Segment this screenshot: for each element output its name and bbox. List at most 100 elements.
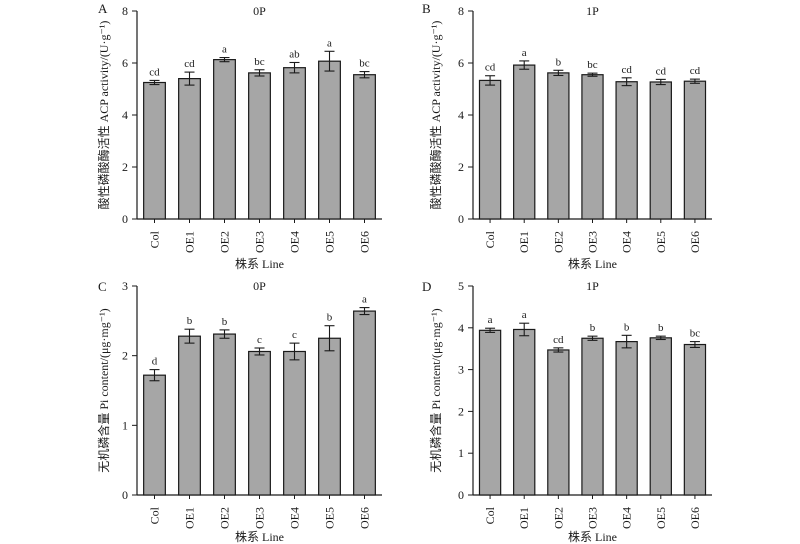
category-label: OE2 (218, 231, 232, 253)
y-tick-label: 4 (122, 108, 128, 122)
bar-oe1 (178, 335, 201, 496)
significance-label: b (590, 322, 596, 334)
bar-col (143, 81, 166, 220)
y-tick-label: 0 (458, 212, 464, 226)
significance-label: b (624, 321, 630, 333)
bar-oe2 (213, 59, 236, 220)
chart-panel-d: 0 1 2 3 4 5 a Col a OE1 cd OE2 b OE3 b OE4 b OE5 bc OE6 1P D 株… (422, 279, 712, 544)
significance-label: a (488, 314, 493, 326)
category-label: Col (483, 230, 497, 248)
category-label: OE4 (288, 231, 302, 253)
significance-label: cd (656, 65, 667, 77)
x-axis-title: 株系 Line (235, 529, 284, 544)
category-label: OE3 (253, 507, 267, 529)
category-label: OE2 (551, 231, 565, 253)
y-axis-title: 无机磷含量 Pi content/(μg·mg⁻¹) (428, 308, 443, 472)
y-tick-label: 3 (458, 363, 464, 377)
significance-label: a (522, 47, 527, 59)
category-label: OE5 (323, 507, 337, 529)
bar-oe1 (513, 328, 536, 496)
significance-label: cd (621, 64, 632, 76)
y-tick-label: 8 (122, 4, 128, 18)
y-axis-title: 无机磷含量 Pi content/(μg·mg⁻¹) (96, 308, 111, 472)
bar-col (478, 329, 502, 496)
category-label: Col (483, 506, 497, 524)
category-label: OE5 (654, 507, 668, 529)
bar-oe1 (513, 64, 536, 220)
panel-title: 0P (253, 279, 266, 293)
category-label: OE6 (688, 507, 702, 529)
y-tick-label: 2 (122, 160, 128, 174)
significance-label: b (187, 315, 193, 327)
panel-title: 1P (586, 279, 599, 293)
y-tick-label: 3 (122, 279, 128, 293)
chart-panel-b: 0 2 4 6 8 cd Col a OE1 b OE2 bc OE3 cd OE4 cd OE5 cd OE6 1P… (422, 1, 712, 271)
significance-label: b (658, 322, 664, 334)
category-label: OE4 (620, 507, 634, 529)
y-tick-label: 6 (458, 56, 464, 70)
category-label: OE3 (586, 231, 600, 253)
category-label: OE3 (253, 231, 267, 253)
panel-letter: C (98, 279, 107, 294)
y-tick-label: 5 (458, 279, 464, 293)
bar-oe4 (283, 350, 306, 496)
significance-label: b (556, 56, 562, 68)
bar-oe3 (581, 337, 604, 496)
y-tick-label: 2 (458, 160, 464, 174)
bar-col (478, 79, 502, 220)
bar-oe3 (248, 72, 271, 220)
bar-oe6 (353, 74, 376, 220)
bar-oe2 (547, 72, 570, 220)
panel-letter: B (422, 1, 431, 16)
significance-label: cd (553, 334, 564, 346)
significance-label: b (222, 316, 228, 328)
panel-letter: D (422, 279, 431, 294)
y-tick-label: 2 (122, 349, 128, 363)
significance-label: a (327, 37, 332, 49)
bar-oe6 (353, 310, 376, 496)
category-label: OE6 (688, 231, 702, 253)
bar-oe4 (615, 81, 638, 220)
bar-oe1 (178, 77, 201, 220)
bar-oe3 (248, 350, 271, 496)
category-label: OE4 (288, 507, 302, 529)
bar-oe5 (318, 60, 341, 220)
x-axis-title: 株系 Line (235, 256, 284, 271)
significance-label: ab (289, 48, 300, 60)
significance-label: cd (149, 66, 160, 78)
significance-label: a (222, 44, 227, 56)
y-tick-label: 0 (458, 488, 464, 502)
category-label: OE1 (517, 231, 531, 253)
category-label: OE2 (551, 507, 565, 529)
y-axis-title: 酸性磷酸酶活性 ACP activity/(U·g⁻¹) (428, 21, 443, 210)
category-label: OE5 (323, 231, 337, 253)
significance-label: cd (485, 62, 496, 74)
y-tick-label: 4 (458, 108, 464, 122)
y-tick-label: 0 (122, 488, 128, 502)
bar-oe4 (283, 67, 306, 220)
bar-oe5 (318, 337, 341, 496)
x-axis-title: 株系 Line (568, 529, 617, 544)
bar-oe5 (649, 81, 672, 220)
significance-label: bc (587, 59, 598, 71)
bar-oe4 (615, 340, 638, 496)
y-axis-title: 酸性磷酸酶活性 ACP activity/(U·g⁻¹) (96, 21, 111, 210)
y-tick-label: 2 (458, 404, 464, 418)
category-label: OE6 (358, 507, 372, 529)
category-label: OE6 (358, 231, 372, 253)
y-tick-label: 6 (122, 56, 128, 70)
significance-label: a (362, 294, 367, 306)
y-tick-label: 1 (458, 446, 464, 460)
y-tick-label: 8 (458, 4, 464, 18)
y-tick-label: 0 (122, 212, 128, 226)
significance-label: c (292, 329, 297, 341)
x-axis-title: 株系 Line (568, 256, 617, 271)
significance-label: b (327, 312, 333, 324)
panel-title: 1P (586, 4, 599, 18)
y-tick-label: 4 (458, 321, 464, 335)
bar-col (143, 374, 166, 496)
category-label: Col (148, 506, 162, 524)
significance-label: a (522, 309, 527, 321)
category-label: Col (148, 230, 162, 248)
